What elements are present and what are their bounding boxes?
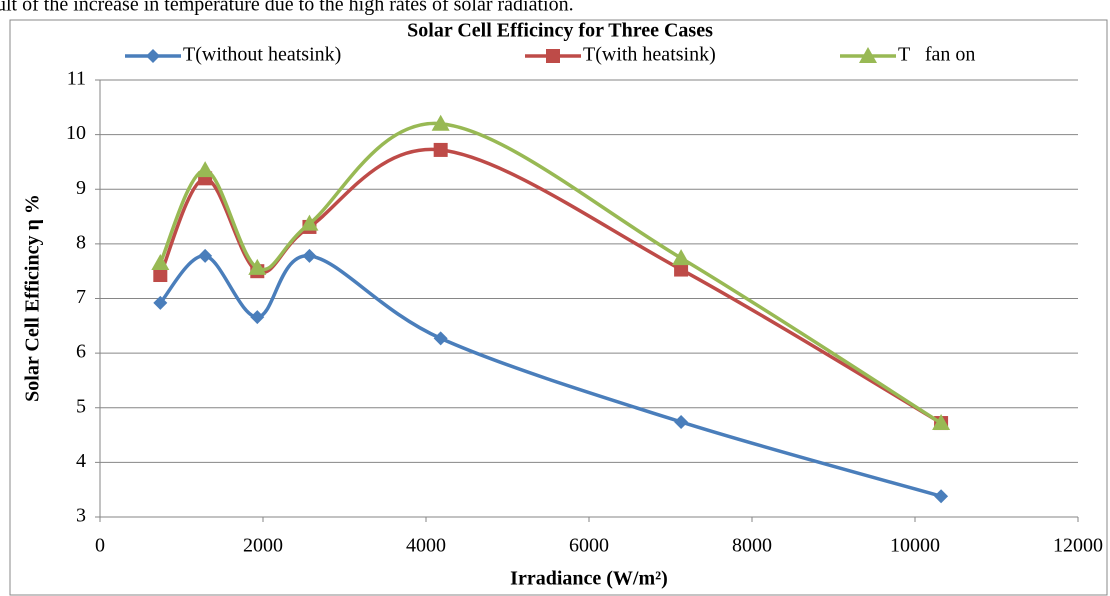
marker <box>674 414 689 429</box>
x-tick-label: 6000 <box>569 535 609 557</box>
x-tick-label: 0 <box>95 535 105 557</box>
y-tick-label: 5 <box>76 395 86 417</box>
y-tick-label: 9 <box>76 177 86 199</box>
marker <box>151 253 170 270</box>
chart-border <box>9 19 1108 596</box>
marker <box>196 161 215 178</box>
marker <box>674 262 689 277</box>
marker <box>248 258 267 275</box>
x-tick-label: 2000 <box>243 535 283 557</box>
marker <box>302 248 317 263</box>
marker <box>433 331 448 346</box>
page-text: ult of the increase in temperature due t… <box>0 0 574 16</box>
legend-label: T(without heatsink) <box>183 44 341 66</box>
x-tick-label: 10000 <box>890 535 940 557</box>
legend-label: T fan on <box>898 44 975 66</box>
chart-title: Solar Cell Efficincy for Three Cases <box>407 20 713 42</box>
marker <box>153 295 168 310</box>
x-tick-label: 4000 <box>406 535 446 557</box>
y-tick-label: 8 <box>76 231 86 253</box>
y-tick-label: 6 <box>76 341 86 363</box>
x-tick-label: 8000 <box>732 535 772 557</box>
x-tick-label: 12000 <box>1053 535 1103 557</box>
legend-label: T(with heatsink) <box>583 44 716 66</box>
y-tick-label: 4 <box>76 450 86 472</box>
marker <box>433 142 448 157</box>
legend-marker <box>146 49 160 63</box>
series-line <box>158 254 942 498</box>
marker <box>672 249 691 266</box>
marker <box>932 414 951 431</box>
legend-marker <box>546 49 560 63</box>
x-axis-label: Irradiance (W/m²) <box>510 568 668 590</box>
marker <box>431 114 450 131</box>
marker <box>198 248 213 263</box>
y-tick-label: 10 <box>66 122 86 144</box>
marker <box>300 214 319 231</box>
y-tick-label: 3 <box>76 505 86 527</box>
y-tick-label: 11 <box>67 68 86 90</box>
y-axis-label: Solar Cell Efficincy η % <box>22 194 44 402</box>
y-tick-label: 7 <box>76 286 86 308</box>
marker <box>250 310 265 325</box>
marker <box>934 489 949 504</box>
legend-marker <box>859 47 877 63</box>
marker <box>153 268 168 283</box>
series-line <box>158 121 943 425</box>
